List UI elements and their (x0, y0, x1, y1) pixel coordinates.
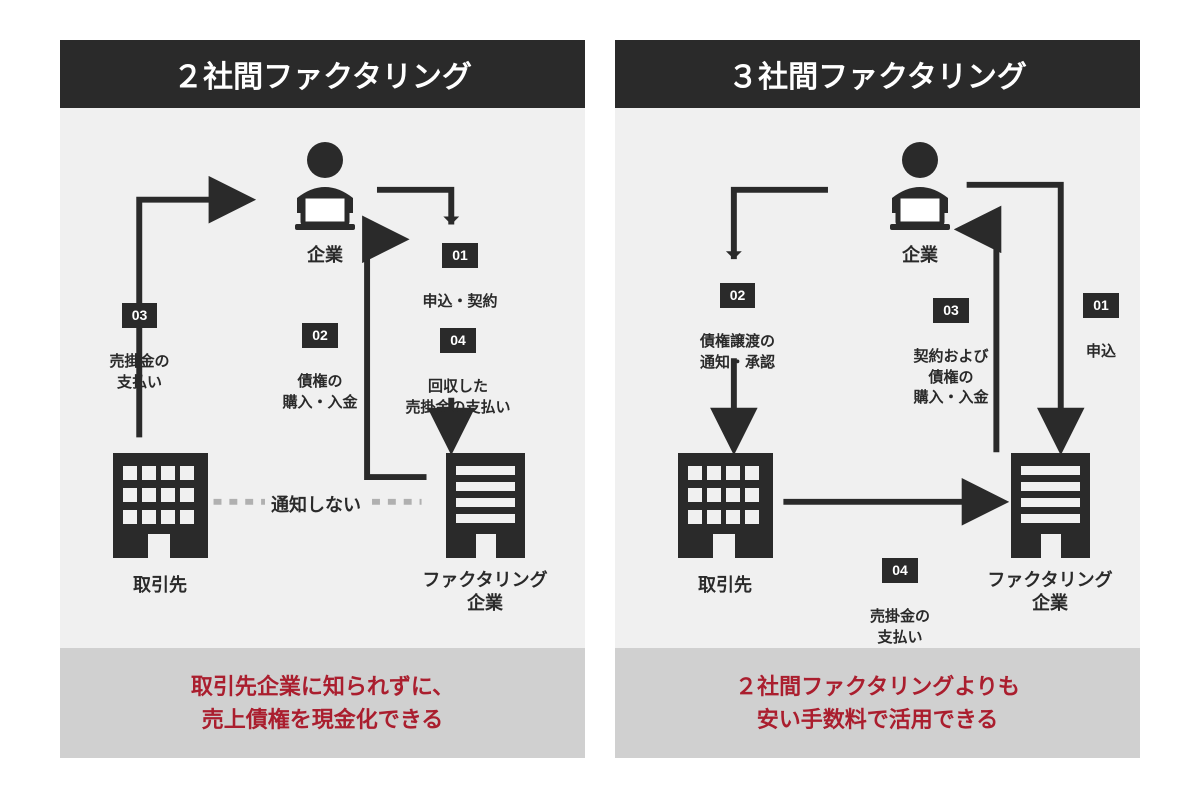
building-grid-icon (673, 448, 778, 563)
panel-right-footer: ２社間ファクタリングよりも 安い手数料で活用できる (615, 648, 1140, 758)
person-laptop-icon (870, 138, 970, 233)
step-right-04: 04 売掛金の 支払い (850, 538, 950, 648)
step-left-01-num: 01 (442, 243, 478, 268)
step-right-02-text: 債権譲渡の 通知・承認 (700, 333, 775, 370)
step-left-04-num: 04 (440, 328, 476, 353)
step-right-01: 01 申込 (1066, 273, 1136, 363)
entity-company-left-label: 企業 (270, 244, 380, 267)
building-lines-icon (1003, 448, 1098, 563)
step-left-03-text: 売掛金の 支払い (109, 353, 169, 390)
panel-left: ２社間ファクタリング (60, 40, 585, 760)
panel-left-footer: 取引先企業に知られずに、 売上債権を現金化できる (60, 648, 585, 758)
entity-partner-right-label: 取引先 (670, 574, 780, 597)
entity-partner-left: 取引先 (105, 448, 215, 597)
panel-right: ３社間ファクタリング (615, 40, 1140, 760)
step-left-04-text: 回収した 売掛金の支払い (405, 378, 510, 415)
panel-left-body: 企業 取引先 (60, 108, 585, 648)
entity-partner-right: 取引先 (670, 448, 780, 597)
step-left-02: 02 債権の 購入・入金 (270, 303, 370, 413)
step-left-02-num: 02 (302, 323, 338, 348)
entity-partner-left-label: 取引先 (105, 574, 215, 597)
person-laptop-icon (275, 138, 375, 233)
step-right-04-num: 04 (882, 558, 918, 583)
step-left-03: 03 売掛金の 支払い (92, 283, 187, 393)
entity-company-left: 企業 (270, 138, 380, 267)
step-left-04: 04 回収した 売掛金の支払い (388, 308, 528, 418)
panel-left-title: ２社間ファクタリング (60, 40, 585, 108)
step-right-02-num: 02 (720, 283, 756, 308)
entity-factor-left-label: ファクタリング 企業 (420, 569, 550, 616)
entity-factor-left: ファクタリング 企業 (420, 448, 550, 616)
entity-company-right: 企業 (865, 138, 975, 267)
step-right-03-text: 契約および 債権の 購入・入金 (913, 348, 988, 406)
step-left-01: 01 申込・契約 (410, 223, 510, 313)
step-right-01-num: 01 (1083, 293, 1119, 318)
entity-company-right-label: 企業 (865, 244, 975, 267)
step-right-03-num: 03 (933, 298, 969, 323)
entity-factor-right-label: ファクタリング 企業 (985, 569, 1115, 616)
step-left-02-text: 債権の 購入・入金 (282, 373, 357, 410)
panel-right-title: ３社間ファクタリング (615, 40, 1140, 108)
step-right-04-text: 売掛金の 支払い (870, 608, 930, 645)
step-right-01-text: 申込 (1086, 343, 1116, 360)
step-left-03-num: 03 (122, 303, 158, 328)
entity-factor-right: ファクタリング 企業 (985, 448, 1115, 616)
building-grid-icon (108, 448, 213, 563)
panel-right-body: 企業 取引先 (615, 108, 1140, 648)
step-right-02: 02 債権譲渡の 通知・承認 (690, 263, 785, 373)
building-lines-icon (438, 448, 533, 563)
dashed-label-left: 通知しない (265, 491, 367, 517)
step-right-03: 03 契約および 債権の 購入・入金 (896, 278, 1006, 408)
